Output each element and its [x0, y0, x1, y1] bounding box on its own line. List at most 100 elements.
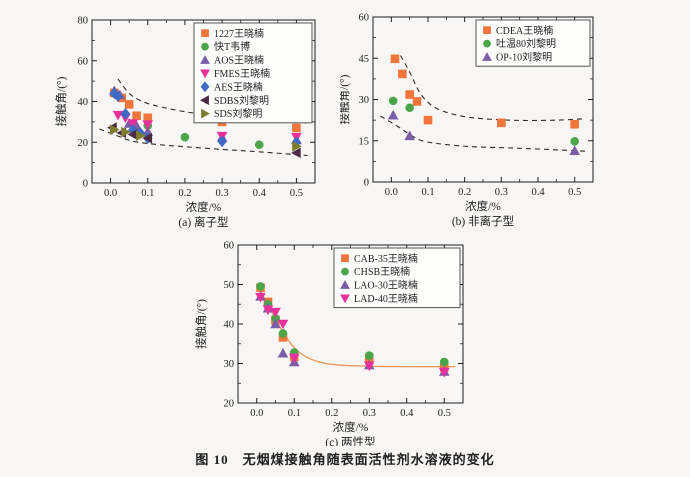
legend-marker: [340, 294, 350, 304]
data-point: [278, 329, 288, 338]
data-point: [270, 318, 281, 329]
chart-subtitle: (c) 两性型: [325, 435, 375, 446]
data-point: [143, 113, 153, 123]
data-point: [570, 137, 579, 146]
x-tick-label: 0.5: [438, 408, 451, 419]
x-tick-label: 0.2: [325, 408, 338, 419]
legend-item: SDS刘黎明: [201, 107, 262, 120]
legend-marker: [341, 267, 349, 276]
legend-label: SDS刘黎明: [214, 107, 262, 120]
legend-item: AOS王晓楠: [200, 54, 264, 67]
legend-item: CDEA王晓楠: [483, 24, 553, 37]
data-point: [124, 100, 134, 109]
data-point: [112, 110, 124, 121]
legend-label: LAD-40王晓楠: [354, 292, 418, 305]
y-tick-label: 0: [83, 179, 88, 190]
data-point: [438, 367, 450, 378]
legend-marker: [201, 42, 209, 51]
y-tick-label: 40: [224, 320, 235, 331]
y-tick-label: 60: [78, 56, 89, 67]
data-point: [277, 319, 289, 330]
y-tick-label: 20: [78, 138, 89, 149]
x-tick-label: 0.1: [421, 187, 434, 198]
data-point: [142, 120, 154, 131]
legend-item: CHSB王晓楠: [341, 265, 410, 278]
legend-box: [475, 19, 591, 67]
legend-label: 吐温80刘黎明: [496, 37, 556, 50]
lower-envelope: [380, 115, 586, 152]
y-tick-label: 80: [78, 16, 89, 27]
x-tick-label: 0.4: [531, 187, 545, 198]
legend-item: SDBS刘黎明: [200, 94, 269, 107]
y-tick-label: 30: [224, 359, 235, 370]
series-LAD-40王晓楠: [255, 292, 450, 378]
legend-marker: [483, 39, 491, 48]
data-point: [292, 123, 301, 133]
legend-item: 1227王晓楠: [201, 27, 264, 40]
data-point: [288, 353, 300, 364]
x-tick-label: 0.1: [288, 408, 301, 419]
series-SDS刘黎明: [110, 124, 302, 152]
data-point: [254, 140, 264, 149]
x-tick-label: 0.0: [250, 408, 263, 419]
data-point: [398, 69, 407, 79]
data-point: [423, 115, 433, 125]
legend-item: OP-10刘黎明: [482, 51, 552, 64]
x-tick-label: 0.0: [385, 187, 398, 198]
x-tick-label: 0.3: [216, 188, 229, 199]
data-point: [388, 96, 398, 106]
legend-marker: [200, 69, 210, 79]
legend-box: [333, 247, 461, 309]
legend-item: LAO-30王晓楠: [340, 279, 418, 292]
figure-number: 图 10: [195, 452, 229, 467]
chart-canvas: 0.0 0.1 0.2 0.3 0.4 0.5 0 20 40 60 80 浓度/% 接触角/(°) (a…: [54, 16, 316, 229]
legend-marker: [200, 95, 209, 106]
legend-item: FMES王晓楠: [200, 67, 270, 80]
series-CDEA王晓楠: [390, 54, 579, 129]
data-point: [405, 90, 414, 99]
data-point: [110, 124, 120, 135]
chart-canvas: 0.0 0.1 0.2 0.3 0.4 0.5 0 15 30 45 60 浓度/% 接触角/(°) (b…: [337, 13, 594, 228]
legend-label: LAO-30王晓楠: [354, 279, 418, 292]
axes: 0.0 0.1 0.2 0.3 0.4 0.5 20 30 40 50 60: [224, 241, 464, 419]
axes: 0.0 0.1 0.2 0.3 0.4 0.5 0 15 30 45 60: [359, 13, 594, 198]
data-point: [291, 136, 302, 149]
x-tick-label: 0.4: [400, 408, 414, 419]
legend-label: 快T韦博: [214, 40, 250, 53]
data-point: [497, 118, 506, 128]
data-point: [113, 90, 123, 103]
data-point: [363, 361, 375, 372]
x-tick-label: 0.1: [141, 188, 154, 199]
lower-envelope: [99, 128, 308, 157]
legend-item: 快T韦博: [201, 40, 250, 53]
data-point: [121, 126, 131, 138]
y-tick-label: 0: [364, 178, 369, 189]
legend-label: AES王晓楠: [214, 80, 263, 93]
data-point: [405, 103, 414, 113]
y-tick-label: 45: [359, 54, 370, 65]
data-point: [292, 141, 302, 152]
legend-marker: [483, 26, 491, 35]
data-point: [439, 357, 449, 367]
legend-item: AES王晓楠: [200, 80, 263, 93]
y-tick-label: 60: [224, 241, 235, 252]
legend-label: CDEA王晓楠: [496, 24, 553, 37]
x-tick-label: 0.5: [290, 188, 303, 199]
data-point: [569, 145, 580, 155]
x-tick-label: 0.3: [495, 187, 508, 198]
legend-item: CAB-35王晓楠: [341, 252, 418, 265]
legend-item: LAD-40王晓楠: [340, 292, 418, 305]
data-point: [291, 147, 301, 159]
legend-label: AOS王晓楠: [214, 54, 264, 67]
legend: 1227王晓楠快T韦博AOS王晓楠FMES王晓楠AES王晓楠SDBS刘黎明SDS…: [193, 22, 313, 124]
chart-subtitle: (a) 离子型: [178, 215, 228, 229]
data-point: [136, 130, 146, 142]
y-tick-label: 20: [224, 399, 235, 410]
y-tick-label: 15: [359, 136, 370, 147]
series-OP-10刘黎明: [387, 109, 580, 155]
figure-title: 无烟煤接触角随表面活性剂水溶液的变化: [242, 452, 495, 467]
x-axis-label: 浓度/%: [465, 199, 501, 213]
y-axis-label: 接触角/(°): [194, 299, 208, 349]
